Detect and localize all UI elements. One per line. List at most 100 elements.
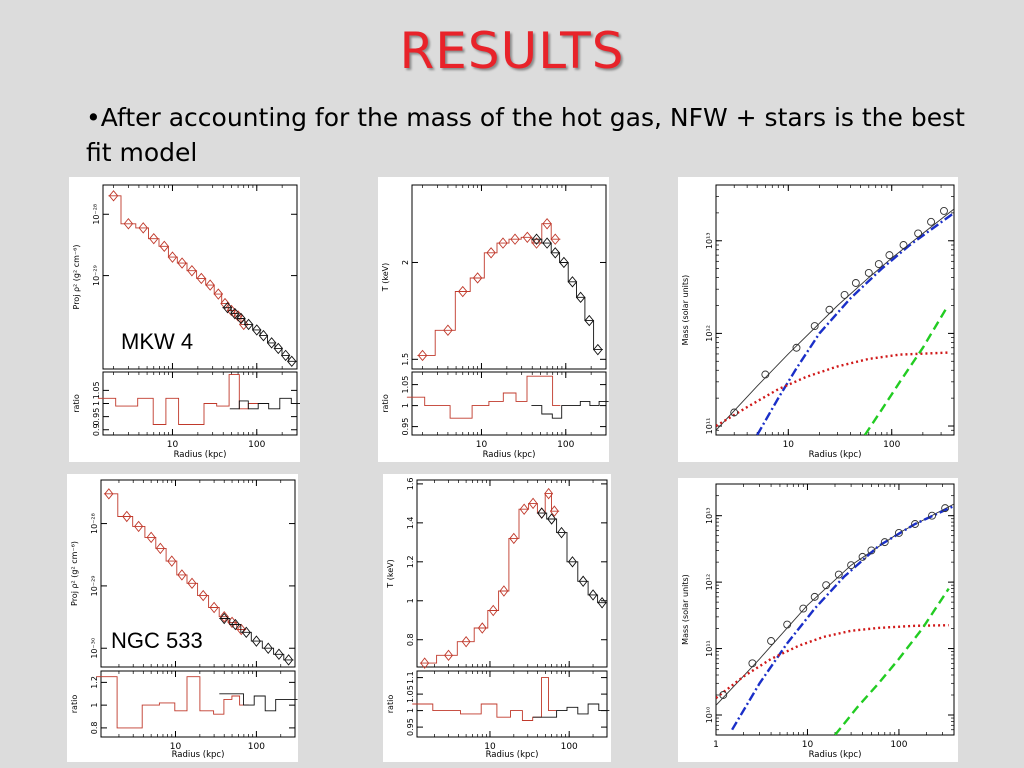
ngc533_density-black-data-point: [274, 648, 284, 660]
mkw4_mass-axes: [715, 184, 955, 436]
mkw4_temperature-black-data-point: [542, 237, 552, 249]
mkw4_density-ratio-y-tick-label: 1.05: [92, 381, 101, 399]
ngc533_density-x-tick-label: 100: [248, 742, 265, 752]
mkw4_density-black-data-point: [252, 324, 262, 336]
ngc533_mass-x-tick-label: 10: [802, 740, 814, 750]
mkw4_density-main-axes: [102, 184, 298, 370]
ngc533_temperature-ratio-y-tick-label: 1.1: [406, 671, 415, 684]
ngc533-density-panel: 10 100 10⁻³⁰ 10⁻²⁹ 10⁻²⁸ 0.8 1 1.2 Radius (kpc) P…: [67, 474, 298, 762]
mkw4_mass-y-axis-label: Mass (solar units): [681, 275, 690, 346]
mkw4_temperature-red-data-point: [417, 349, 428, 362]
ngc533_density-y-tick-label: 10⁻²⁸: [90, 513, 99, 534]
ngc533_temperature-x-tick-label: 100: [561, 742, 578, 752]
mkw4_temperature-ratio-label: ratio: [381, 394, 390, 413]
bullet-text: •After accounting for the mass of the ho…: [86, 103, 965, 167]
mkw4_mass-y-tick-label: 10¹³: [705, 232, 714, 249]
mkw4_density-black-data-point: [222, 301, 233, 314]
mkw4_temperature-black-data-point: [567, 276, 578, 288]
ngc533_mass-mass-point: [880, 538, 889, 547]
ngc533_mass-mass-point: [941, 504, 950, 513]
ngc533_mass-total-fit-line: [716, 503, 954, 706]
mkw4_density-red-data-point: [233, 310, 243, 322]
mkw4_density-ratio-y-tick-label: 0.95: [92, 408, 101, 426]
ngc533_mass-mass-point: [911, 520, 919, 528]
slide-title: RESULTS: [399, 22, 625, 80]
ngc533_density-red-data-point: [227, 616, 237, 629]
mkw4_density-red-data-point: [213, 288, 224, 300]
mkw4_temperature-black-data-point: [559, 256, 569, 269]
ngc533_temperature-black-model-line: [536, 512, 607, 604]
ngc533-mass-chart: 1 10 100 10¹⁰ 10¹¹ 10¹² 10¹³ Radius (kpc) Mass (…: [681, 483, 955, 760]
mkw4_density-red-data-point: [196, 272, 207, 285]
mkw4_mass-gas-line: [863, 304, 950, 435]
ngc533-temperature-chart: 10 100 0.8 1 1.2 1.4 1.6 0.95 1 1.051.1 Radius (kp…: [386, 478, 610, 760]
mkw4_mass-mass-point: [927, 217, 936, 226]
ngc533_temperature-red-data-point: [488, 604, 498, 617]
mkw4_temperature-main-axes: [411, 184, 607, 370]
ngc533_density-red-data-point: [122, 510, 132, 523]
ngc533_temperature-red-data-point: [528, 497, 538, 510]
ngc533_density-red-data-point: [198, 589, 208, 602]
mkw4_density-red-data-point: [205, 279, 215, 291]
ngc533_temperature-black-data-point: [588, 589, 598, 601]
mkw4_temperature-red-data-point: [443, 324, 453, 336]
ngc533_mass-mass-point: [858, 552, 867, 561]
mkw4_temperature-red-data-point: [472, 272, 483, 284]
mkw4_temperature-red-data-point: [531, 237, 542, 249]
mkw4_temperature-red-data-point: [522, 231, 533, 243]
mkw4_density-x-axis-label: Radius (kpc): [174, 450, 227, 460]
ngc533_temperature-x-axis-label: Radius (kpc): [486, 750, 539, 760]
mkw4_temperature-ratio-y-tick-label: 1: [401, 403, 410, 408]
ngc533_density-x-tick-label: 10: [170, 742, 182, 752]
ngc533_temperature-red-data-point: [499, 585, 509, 597]
mkw4_mass-nfw-line: [756, 211, 954, 435]
ngc533_temperature-black-data-point: [597, 596, 607, 609]
ngc533_mass-mass-point: [894, 528, 903, 537]
ngc533_temperature-red-data-point: [509, 532, 519, 545]
ngc533_density-red-data-point: [209, 601, 219, 614]
ngc533_temperature-y-tick-label: 1.4: [406, 516, 415, 529]
mkw4_density-black-data-point: [243, 318, 254, 331]
ngc533-label: NGC 533: [109, 628, 205, 654]
mkw4_density-red-data-point: [108, 190, 119, 202]
mkw4_density-y-axis-label: Proj ρ² (g² cm⁻⁶): [72, 245, 81, 310]
ngc533_temperature-red-data-point: [477, 622, 487, 634]
ngc533_temperature-black-data-point: [578, 575, 588, 588]
mkw4_temperature-y-tick-label: 1.5: [401, 353, 410, 366]
mkw4_density-black-data-point: [258, 329, 269, 342]
mkw4_mass-x-tick-label: 100: [883, 440, 900, 450]
mkw4_density-red-data-point: [167, 251, 178, 263]
ngc533_mass-gas-line: [834, 587, 950, 735]
mkw4_mass-mass-point: [730, 408, 739, 417]
ngc533_mass-mass-point: [799, 604, 808, 613]
ngc533_mass-mass-point: [834, 570, 843, 579]
ngc533_temperature-x-tick-label: 10: [484, 742, 496, 752]
ngc533_temperature-black-data-point: [547, 513, 557, 525]
ngc533_mass-x-tick-label: 100: [890, 740, 907, 750]
ngc533_temperature-y-tick-label: 1.6: [406, 478, 415, 491]
mkw4_mass-mass-point: [840, 291, 849, 299]
mkw4_temperature-black-data-point: [593, 343, 603, 356]
mkw4_temperature-black-data-point: [550, 247, 560, 259]
mkw4_density-black-data-point: [266, 337, 277, 349]
mkw4_mass-mass-point: [914, 229, 923, 238]
ngc533_temperature-black-data-point: [557, 526, 566, 539]
ngc533_temperature-ratio-y-tick-label: 1: [406, 708, 415, 713]
ngc533_mass-mass-point: [783, 620, 792, 629]
mkw4_density-ratio-label: ratio: [72, 394, 81, 413]
mkw4_temperature-ratio-y-tick-label: 0.95: [401, 418, 410, 436]
ngc533_density-red-data-point: [155, 542, 165, 555]
ngc533_density-x-axis-label: Radius (kpc): [172, 750, 225, 760]
ngc533_mass-x-axis-label: Radius (kpc): [809, 750, 862, 760]
ngc533_mass-mass-point: [847, 561, 856, 570]
ngc533_density-y-tick-label: 10⁻²⁹: [90, 575, 99, 596]
ngc533_density-y-axis-label: Proj ρ² (g² cm⁻⁶): [70, 541, 79, 606]
ngc533_density-main-axes: [100, 479, 296, 668]
mkw4-mass-chart: 10 100 10¹¹ 10¹² 10¹³ Radius (kpc) Mass (solar…: [681, 184, 955, 460]
ngc533_temperature-y-tick-label: 1.2: [406, 555, 415, 568]
mkw4_mass-mass-point: [792, 343, 801, 352]
ngc533_mass-mass-point: [748, 659, 757, 668]
mkw4_temperature-red-model-line: [417, 223, 561, 356]
mkw4_density-x-tick-label: 10: [167, 440, 179, 450]
ngc533-temperature-panel: 10 100 0.8 1 1.2 1.4 1.6 0.95 1 1.05 1.1 Radius (kp…: [383, 474, 611, 762]
